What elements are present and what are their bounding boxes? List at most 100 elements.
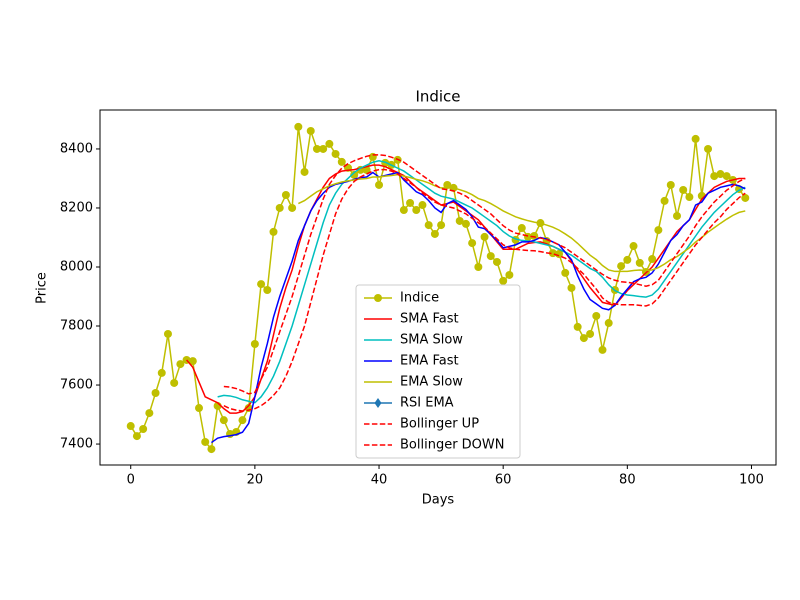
legend-label: EMA Slow: [400, 375, 463, 390]
marker: [418, 201, 427, 210]
marker: [337, 157, 346, 166]
y-tick-label: 8200: [60, 200, 93, 215]
marker: [306, 126, 315, 135]
marker: [654, 226, 663, 235]
marker: [275, 203, 284, 212]
x-tick-label: 40: [371, 473, 388, 488]
legend-label: EMA Fast: [400, 354, 459, 369]
marker: [437, 221, 446, 230]
marker: [685, 193, 694, 202]
marker: [710, 172, 719, 181]
marker: [151, 388, 160, 397]
marker: [207, 445, 216, 454]
x-tick-label: 80: [619, 473, 636, 488]
marker: [399, 206, 408, 215]
marker: [157, 368, 166, 377]
marker: [126, 422, 135, 431]
series-line: [210, 171, 746, 444]
x-axis-label: Days: [422, 493, 455, 508]
marker: [468, 239, 477, 248]
marker: [281, 190, 290, 199]
marker: [163, 329, 172, 338]
axes-frame: [99, 109, 777, 466]
marker: [704, 144, 713, 153]
marker: [176, 360, 185, 369]
marker: [412, 206, 421, 215]
marker: [424, 221, 433, 230]
y-tick-label: 7600: [60, 378, 93, 393]
x-tick-label: 20: [247, 473, 264, 488]
marker: [505, 270, 514, 279]
marker: [517, 224, 526, 233]
x-tick-label: 60: [495, 473, 512, 488]
marker: [716, 170, 725, 179]
marker: [263, 286, 272, 295]
marker: [188, 357, 197, 366]
marker: [294, 122, 303, 131]
marker: [474, 262, 483, 271]
marker: [741, 193, 750, 202]
marker: [598, 345, 607, 354]
y-tick-label: 8400: [60, 141, 93, 156]
marker: [499, 276, 508, 285]
marker: [331, 149, 340, 158]
y-tick-label: 7800: [60, 319, 93, 334]
marker: [635, 258, 644, 267]
legend-box: [355, 284, 521, 459]
chart-title: Indice: [415, 88, 460, 106]
marker: [722, 172, 731, 181]
series-line: [223, 168, 746, 412]
series-line: [186, 164, 746, 414]
marker: [375, 180, 384, 189]
marker: [691, 134, 700, 143]
marker: [269, 227, 278, 236]
marker: [406, 198, 415, 207]
marker: [567, 283, 576, 292]
marker: [319, 144, 328, 153]
series-line: [298, 173, 746, 273]
marker: [443, 180, 452, 189]
marker: [430, 229, 439, 238]
x-tick-label: 100: [739, 473, 764, 488]
legend-label: SMA Fast: [400, 312, 459, 327]
legend-marker: [374, 294, 382, 302]
marker: [586, 329, 595, 338]
plot-area: [126, 122, 750, 454]
marker: [573, 322, 582, 331]
marker: [617, 262, 626, 271]
series-line: [223, 154, 746, 395]
marker: [561, 268, 570, 277]
marker: [325, 139, 334, 148]
marker: [201, 437, 210, 446]
marker: [486, 252, 495, 261]
marker: [461, 219, 470, 228]
legend-label: Bollinger UP: [400, 417, 479, 432]
marker: [455, 216, 464, 225]
marker: [623, 255, 632, 264]
marker: [660, 196, 669, 205]
marker: [300, 167, 309, 176]
y-axis-label: Price: [35, 272, 50, 304]
legend-marker: [374, 398, 382, 408]
marker: [555, 250, 564, 259]
marker: [145, 409, 154, 418]
marker: [666, 180, 675, 189]
y-tick-label: 8000: [60, 259, 93, 274]
y-tick-label: 7400: [60, 437, 93, 452]
marker: [672, 211, 681, 220]
legend-label: RSI EMA: [400, 396, 454, 411]
marker: [648, 255, 657, 264]
marker: [592, 311, 601, 320]
marker: [238, 416, 247, 425]
marker: [219, 416, 228, 425]
legend-label: Indice: [400, 291, 439, 306]
marker: [579, 334, 588, 343]
marker: [480, 232, 489, 241]
marker: [350, 170, 359, 179]
marker: [492, 257, 501, 266]
marker: [312, 144, 321, 153]
marker: [530, 232, 539, 241]
legend-label: SMA Slow: [400, 333, 463, 348]
marker: [629, 242, 638, 251]
